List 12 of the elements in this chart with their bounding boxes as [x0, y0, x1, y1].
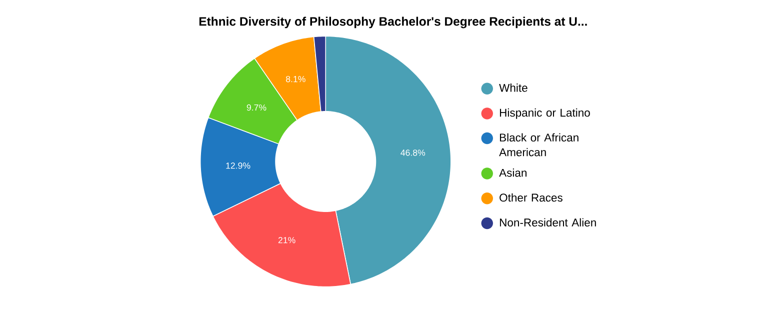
legend-label: Black or African American: [499, 133, 578, 156]
legend-label: Asian: [499, 168, 526, 177]
legend-label: White: [499, 84, 528, 92]
legend-label: Other Races: [500, 193, 562, 202]
data-label: 12.9%: [226, 162, 250, 169]
legend-label: Hispanic or Latino: [500, 108, 590, 119]
data-label: 9.7%: [246, 104, 266, 111]
data-label: 46.8%: [400, 150, 426, 156]
chart-title: Ethnic Diversity of Philosophy Bachelor's Degree Recipients at U...: [199, 16, 587, 28]
data-label: 21%: [278, 237, 296, 244]
legend-label: Non-Resident Alien: [500, 218, 596, 227]
data-label: 8.1%: [286, 76, 306, 82]
